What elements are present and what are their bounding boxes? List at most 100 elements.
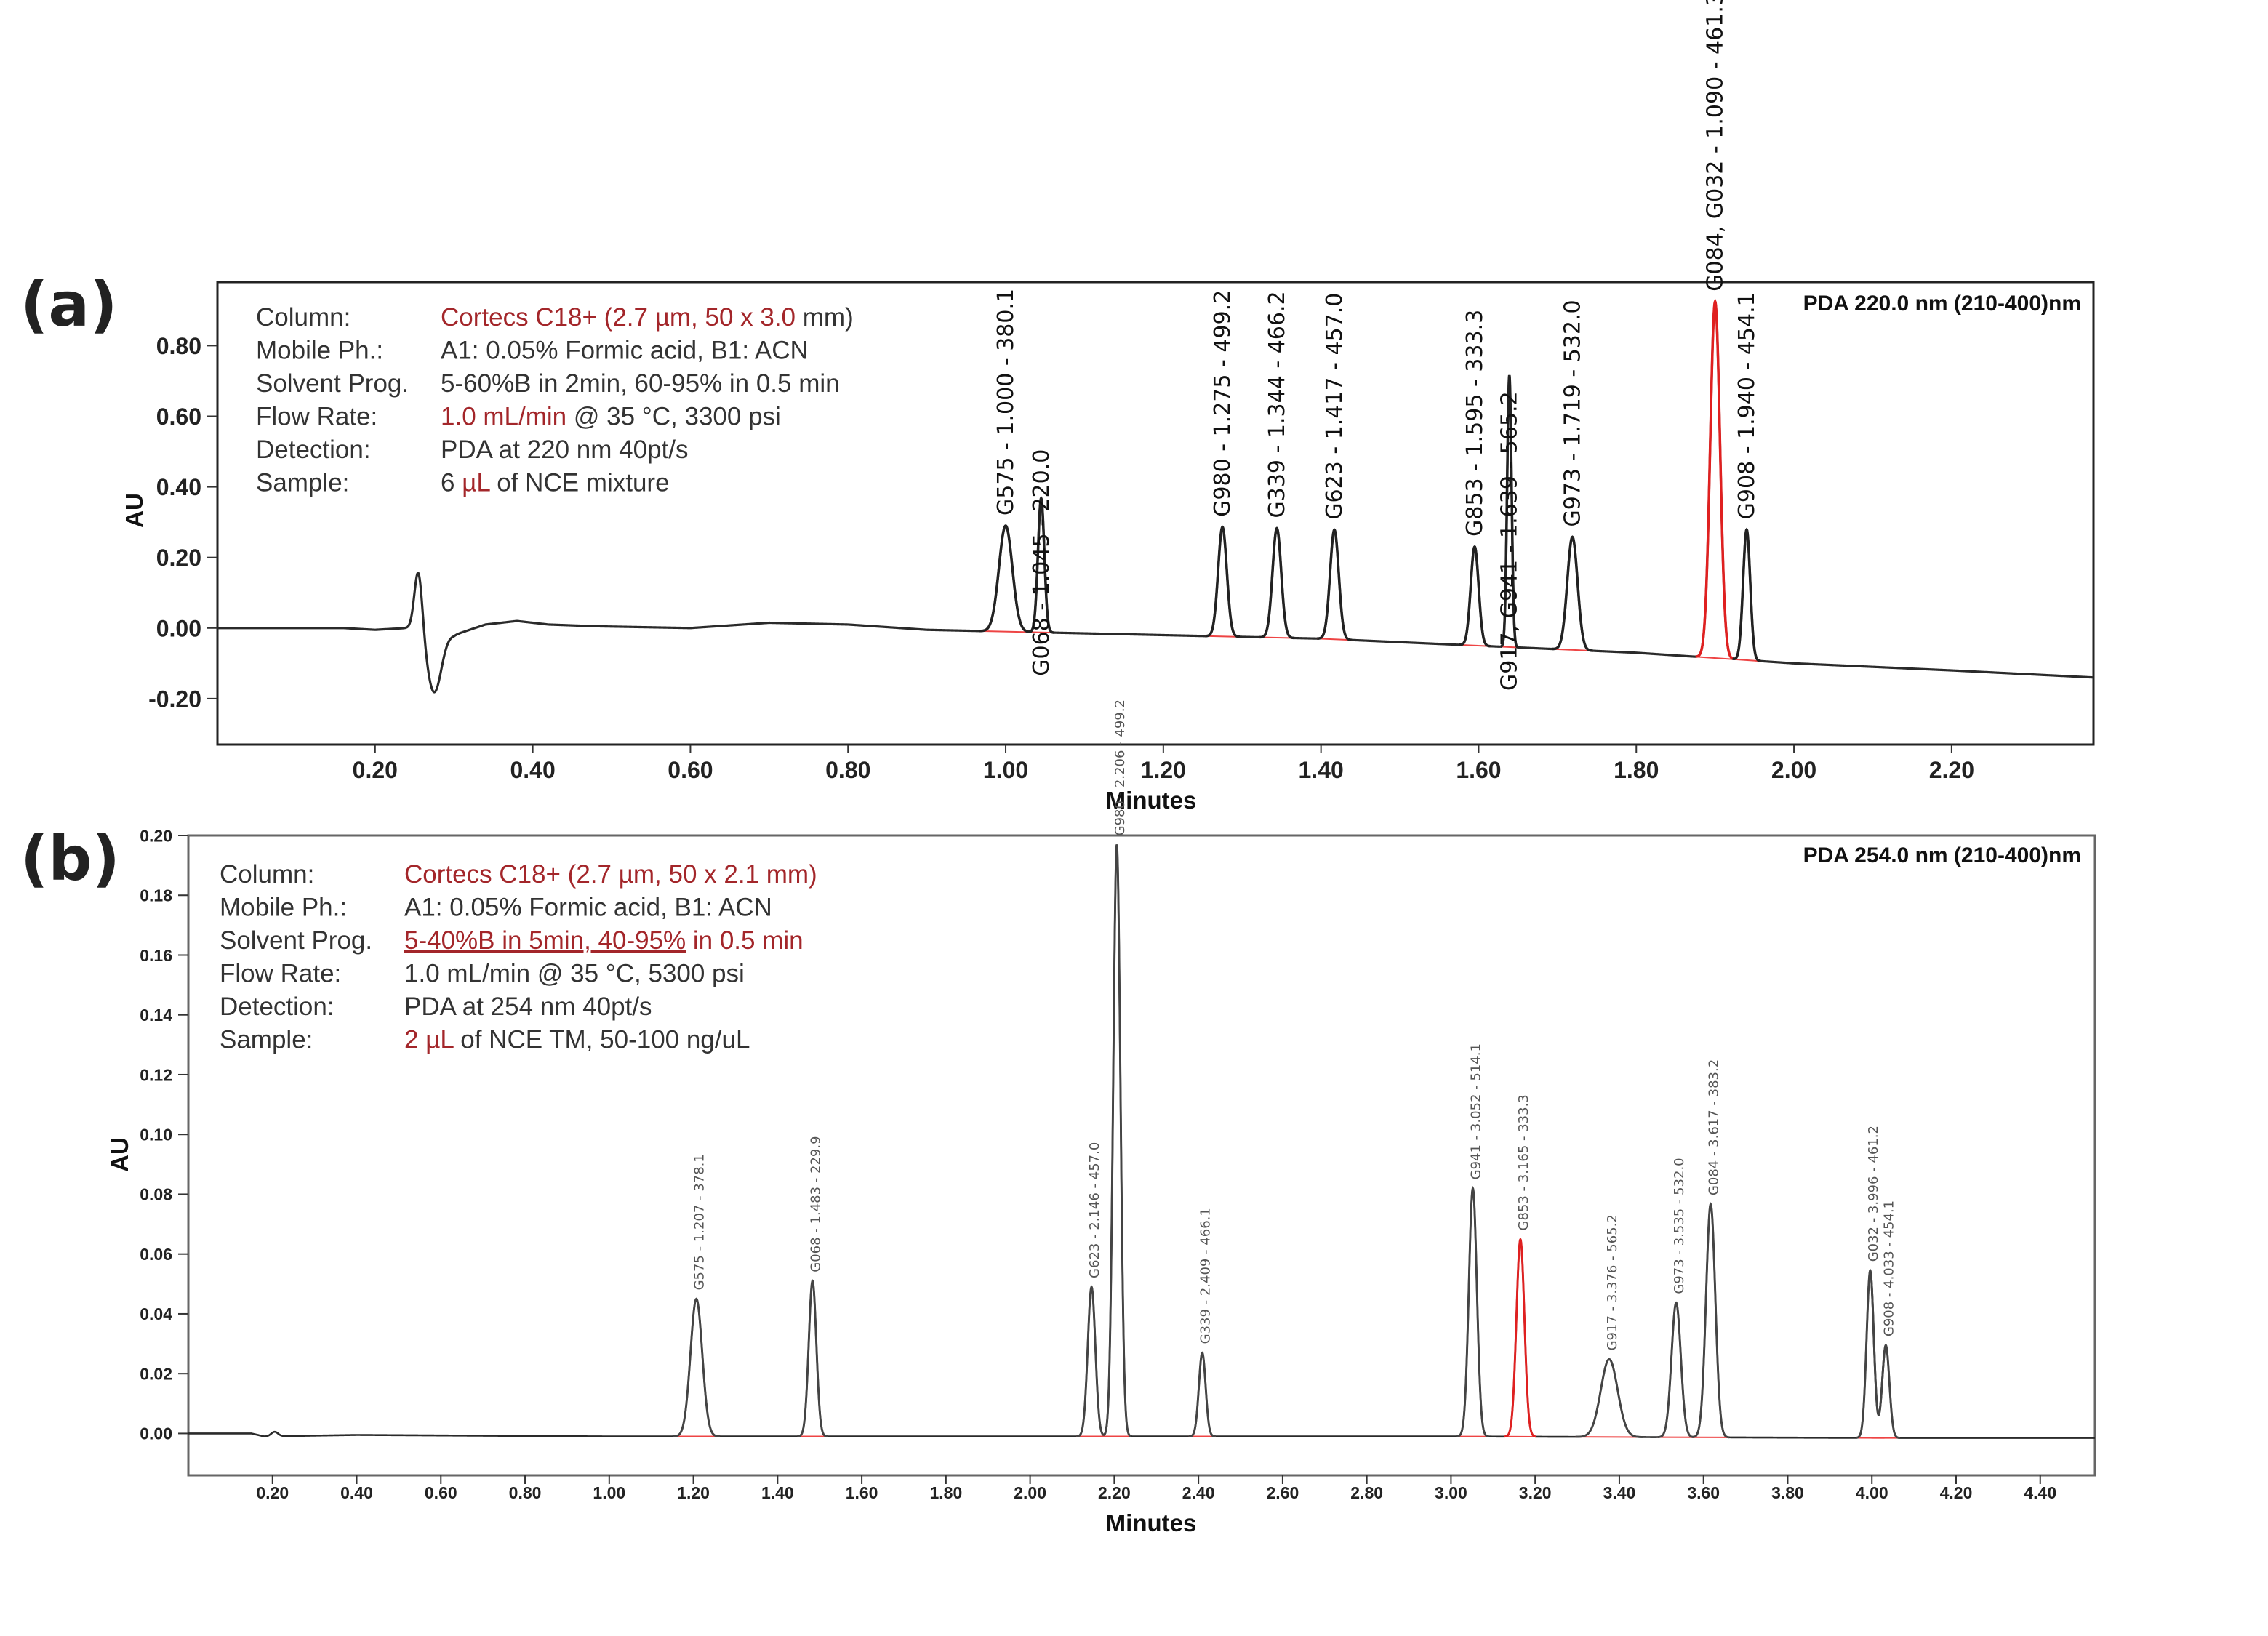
condition-label: Mobile Ph.: xyxy=(220,894,347,922)
x-tick-label: 1.60 xyxy=(846,1483,878,1502)
peak-mark xyxy=(673,1297,721,1437)
peak-label: G339 - 1.344 - 466.2 xyxy=(1265,291,1290,518)
x-tick-label: 0.40 xyxy=(510,757,555,783)
x-tick-label: 1.40 xyxy=(1299,757,1344,783)
panel-b-y-axis: 0.00 0.02 0.04 0.06 0.08 0.10 0.12 0.14 0.16 0.18… xyxy=(140,826,188,1443)
peak-mark xyxy=(1870,1280,1901,1440)
condition-label: Flow Rate: xyxy=(220,960,341,988)
x-tick-label: 2.00 xyxy=(1014,1483,1046,1502)
x-tick-label: 1.20 xyxy=(1141,757,1186,783)
peak-label: G980 - 2.206 - 499.2 xyxy=(1113,699,1128,835)
x-tick-label: 2.80 xyxy=(1350,1483,1383,1502)
peak-label: G068 - 1.045 - 220.0 xyxy=(1029,449,1054,676)
peak-label: G575 - 1.000 - 380.1 xyxy=(993,289,1019,516)
condition-value-part: 5-40%B in 5min, 40-95% xyxy=(404,926,686,955)
peak-mark xyxy=(1695,298,1735,660)
x-tick-label: 2.20 xyxy=(1929,757,1974,783)
peak-mark xyxy=(797,1279,828,1437)
x-tick-label: 1.60 xyxy=(1456,757,1501,783)
panel-b-x-axis: 0.20 0.40 0.60 0.80 1.00 1.20 1.40 1.60 1.80 2.00… xyxy=(256,1475,2056,1502)
x-tick-label: 1.20 xyxy=(677,1483,710,1502)
y-tick-label: 0.04 xyxy=(140,1304,172,1323)
condition-value: 2 µL of NCE TM, 50-100 ng/uL xyxy=(404,1026,750,1054)
peak-label: G853 - 1.595 - 333.3 xyxy=(1462,310,1488,537)
peak-mark xyxy=(1188,1351,1216,1437)
panel-a-trace xyxy=(217,298,2094,694)
y-tick-label: 0.08 xyxy=(140,1185,172,1204)
peak-label: G908 - 4.033 - 454.1 xyxy=(1881,1200,1896,1336)
condition-value: 1.0 mL/min @ 35 °C, 3300 psi xyxy=(441,403,781,431)
integration-baseline xyxy=(1732,658,1761,662)
condition-value-part: Cortecs C18+ ( xyxy=(441,303,613,332)
peak-label: G973 - 3.535 - 532.0 xyxy=(1672,1158,1687,1294)
condition-label: Detection: xyxy=(220,993,334,1021)
peak-label: G908 - 1.940 - 454.1 xyxy=(1734,292,1760,519)
condition-value-part: of NCE mixture xyxy=(490,469,670,497)
integration-baseline xyxy=(1317,638,1352,641)
peak-label: G068 - 1.483 - 229.9 xyxy=(808,1136,823,1272)
condition-value-part: µL xyxy=(462,469,490,497)
y-tick-label: 0.14 xyxy=(140,1006,172,1024)
y-tick-label: 0.20 xyxy=(140,826,172,845)
x-tick-label: 2.40 xyxy=(1182,1483,1215,1502)
y-tick-label: 0.80 xyxy=(156,333,201,359)
x-tick-label: 0.40 xyxy=(340,1483,373,1502)
y-tick-label: 0.02 xyxy=(140,1364,172,1383)
x-tick-label: 0.20 xyxy=(256,1483,289,1502)
condition-label: Mobile Ph.: xyxy=(256,337,383,365)
condition-value-part: 2 µL xyxy=(404,1026,454,1054)
panel-b-plot-frame xyxy=(187,834,2096,1477)
peak-mark xyxy=(1459,545,1491,648)
x-tick-label: 3.80 xyxy=(1771,1483,1804,1502)
condition-value: Cortecs C18+ (2.7 µm, 50 x 2.1 mm) xyxy=(404,860,817,889)
peak-label: G623 - 2.146 - 457.0 xyxy=(1087,1142,1102,1278)
condition-value-part: 1.0 mL/min @ 35 °C, 5300 psi xyxy=(404,960,745,988)
x-tick-label: 4.20 xyxy=(1940,1483,1973,1502)
panel-a-x-axis: 0.20 0.40 0.60 0.80 1.00 1.20 1.40 1.60 1.80 2.00… xyxy=(353,745,1974,783)
condition-label: Solvent Prog. xyxy=(256,369,409,398)
panel-a-chromatogram: (a) PDA 220.0 nm (210-400)nm -0.20 0.00 0.… xyxy=(20,0,2095,814)
condition-value-part: PDA at 254 nm 40pt/s xyxy=(404,993,652,1021)
condition-value: A1: 0.05% Formic acid, B1: ACN xyxy=(404,894,772,922)
panel-a-peak-labels: G575 - 1.000 - 380.1 G068 - 1.045 - 220.0… xyxy=(993,0,1760,691)
integration-baseline xyxy=(979,630,1033,633)
condition-label: Sample: xyxy=(220,1026,313,1054)
condition-value-part: @ 35 °C, 3300 psi xyxy=(566,403,781,431)
x-tick-label: 1.80 xyxy=(929,1483,962,1502)
integration-baseline xyxy=(1028,631,1054,634)
peak-mark xyxy=(1205,525,1241,638)
integration-baseline xyxy=(1459,643,1491,647)
peak-mark xyxy=(979,524,1034,633)
panel-a-label: (a) xyxy=(20,269,117,340)
panel-b-peak-labels: G575 - 1.207 - 378.1 G068 - 1.483 - 229.9… xyxy=(692,699,1897,1350)
peak-label: G084, G032 - 1.090 - 461.3 xyxy=(1703,0,1728,292)
integration-baseline xyxy=(1259,636,1294,639)
x-tick-label: 2.60 xyxy=(1267,1483,1299,1502)
panel-a-method-conditions: Column: Cortecs C18+ (2.7 µm, 50 x 3.0 mm… xyxy=(256,303,854,497)
condition-value-part: mm) xyxy=(796,303,854,332)
x-tick-label: 0.60 xyxy=(668,757,713,783)
y-tick-label: 0.10 xyxy=(140,1125,172,1144)
panel-a-detector-title: PDA 220.0 nm (210-400)nm xyxy=(1803,292,2081,316)
condition-label: Column: xyxy=(220,860,314,889)
peak-mark xyxy=(1657,1301,1696,1438)
peak-mark xyxy=(1259,526,1294,640)
condition-value-part: A1: 0.05% Formic acid, B1: ACN xyxy=(441,337,809,365)
peak-label: G339 - 2.409 - 466.1 xyxy=(1198,1208,1213,1344)
x-tick-label: 0.80 xyxy=(825,757,870,783)
condition-label: Flow Rate: xyxy=(256,403,377,431)
x-tick-label: 3.40 xyxy=(1603,1483,1636,1502)
y-tick-label: 0.00 xyxy=(140,1424,172,1443)
peak-label: G623 - 1.417 - 457.0 xyxy=(1322,293,1347,520)
condition-label: Detection: xyxy=(256,436,371,464)
condition-value: 1.0 mL/min @ 35 °C, 5300 psi xyxy=(404,960,745,988)
peak-label: G575 - 1.207 - 378.1 xyxy=(692,1154,708,1290)
y-tick-label: 0.12 xyxy=(140,1065,172,1084)
x-tick-label: 2.20 xyxy=(1098,1483,1131,1502)
peak-label: G853 - 3.165 - 333.3 xyxy=(1516,1094,1531,1230)
panel-a-plot-frame xyxy=(216,281,2095,746)
condition-value-part: 6 xyxy=(441,469,462,497)
condition-label: Sample: xyxy=(256,469,349,497)
panel-a-x-axis-title: Minutes xyxy=(1106,787,1197,814)
